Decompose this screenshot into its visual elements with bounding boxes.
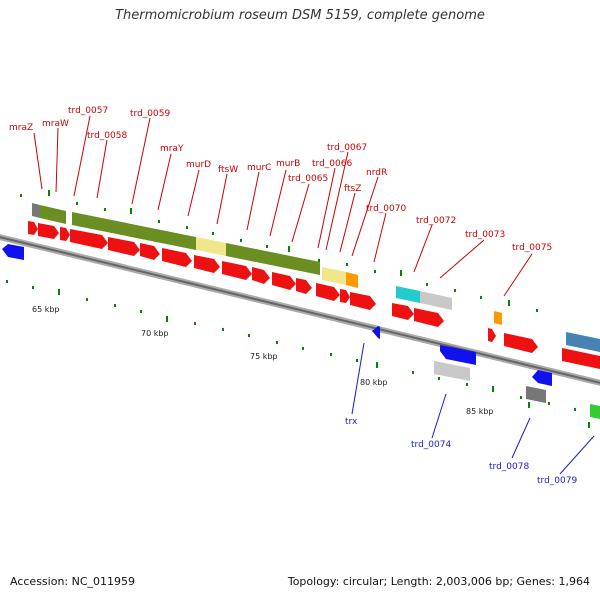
category-bars: [32, 203, 600, 352]
gene-arrow-reverse: [2, 244, 24, 260]
gene-arrow-reverse: [440, 345, 476, 365]
gene-label: ftsW: [218, 165, 238, 175]
gene-label: trd_0074: [411, 440, 451, 450]
gene-arrow-forward: [296, 278, 312, 294]
axis-label: 75 kbp: [250, 352, 278, 361]
gene-arrow-forward: [60, 227, 70, 241]
gene-arrow-forward: [316, 283, 340, 301]
reverse-strand-genes: [2, 244, 552, 386]
category-bar-silver: [434, 361, 470, 381]
gene-arrow-forward: [488, 328, 496, 342]
axis-label: 85 kbp: [466, 407, 494, 416]
category-bar-grey: [32, 203, 40, 218]
category-bar-green: [40, 205, 66, 224]
gene-arrow-forward: [194, 255, 220, 273]
axis-label: 65 kbp: [32, 305, 60, 314]
category-bar-khaki: [196, 237, 226, 256]
gene-label: trd_0079: [537, 476, 577, 486]
gene-label: murD: [186, 160, 211, 170]
gene-arrow-forward: [340, 289, 350, 303]
gene-arrow-forward: [414, 308, 444, 327]
gene-label: trd_0067: [327, 143, 367, 153]
category-bars-lower: [434, 361, 600, 419]
axis-label: 80 kbp: [360, 378, 388, 387]
category-bar-grey: [526, 386, 546, 403]
gene-label: murB: [276, 159, 300, 169]
gene-label: ftsZ: [344, 184, 361, 194]
gene-arrow-forward: [108, 237, 140, 256]
gene-label: mraY: [160, 144, 184, 154]
category-bar-green: [72, 212, 196, 250]
gene-label: nrdR: [366, 168, 387, 178]
category-bar-silver: [420, 291, 452, 310]
gene-label: trd_0073: [465, 230, 505, 240]
gene-arrow-forward: [272, 272, 296, 290]
gene-arrow-reverse: [532, 370, 552, 386]
gene-label: trd_0065: [288, 174, 328, 184]
gene-arrow-forward: [28, 221, 38, 235]
gene-label: trx: [345, 417, 358, 427]
gene-label: mraZ: [9, 123, 33, 133]
category-bar-orange: [346, 272, 358, 288]
accession-text: Accession: NC_011959: [10, 575, 136, 588]
gene-arrow-reverse: [372, 326, 380, 339]
gene-label: trd_0075: [512, 243, 552, 253]
category-bar-lime: [590, 404, 600, 419]
bottom-gene-labels: trx trd_0074 trd_0078 trd_0079: [345, 342, 595, 486]
gene-label: mraW: [42, 119, 69, 129]
gene-arrow-forward: [252, 267, 270, 284]
scale-ticks: [6, 190, 590, 428]
gene-label: murC: [247, 163, 271, 173]
category-bar-green: [226, 243, 320, 275]
gene-label: trd_0066: [312, 159, 352, 169]
gene-label: trd_0078: [489, 462, 529, 472]
category-bar-steel: [566, 332, 600, 352]
map-title: Thermomicrobium roseum DSM 5159, complet…: [115, 8, 485, 23]
gene-arrow-forward: [350, 292, 376, 310]
gene-label: trd_0058: [87, 131, 127, 141]
gene-arrow-forward: [222, 261, 252, 280]
category-bar-khaki: [322, 267, 346, 285]
gene-arrow-forward: [392, 303, 414, 320]
genome-summary-text: Topology: circular; Length: 2,003,006 bp…: [287, 575, 590, 588]
axis-labels: 65 kbp 70 kbp 75 kbp 80 kbp 85 kbp: [32, 305, 494, 416]
gene-arrow-forward: [504, 333, 538, 353]
axis-label: 70 kbp: [141, 329, 169, 338]
gene-arrow-forward: [70, 229, 108, 249]
forward-strand-genes: [28, 221, 600, 369]
gene-label: trd_0057: [68, 106, 108, 116]
top-gene-labels: mraZ mraW trd_0057 trd_0058 trd_0059 mra…: [9, 106, 552, 297]
gene-arrow-forward: [162, 248, 192, 267]
gene-arrow-forward: [562, 348, 600, 369]
gene-label: trd_0059: [130, 109, 170, 119]
gene-label: trd_0070: [366, 204, 406, 214]
genome-backbone: [0, 234, 600, 386]
category-bar-orange: [494, 311, 502, 325]
gene-arrow-forward: [140, 243, 160, 260]
gene-label: trd_0072: [416, 216, 456, 226]
category-bar-cyan: [396, 286, 420, 303]
gene-arrow-forward: [38, 223, 59, 239]
